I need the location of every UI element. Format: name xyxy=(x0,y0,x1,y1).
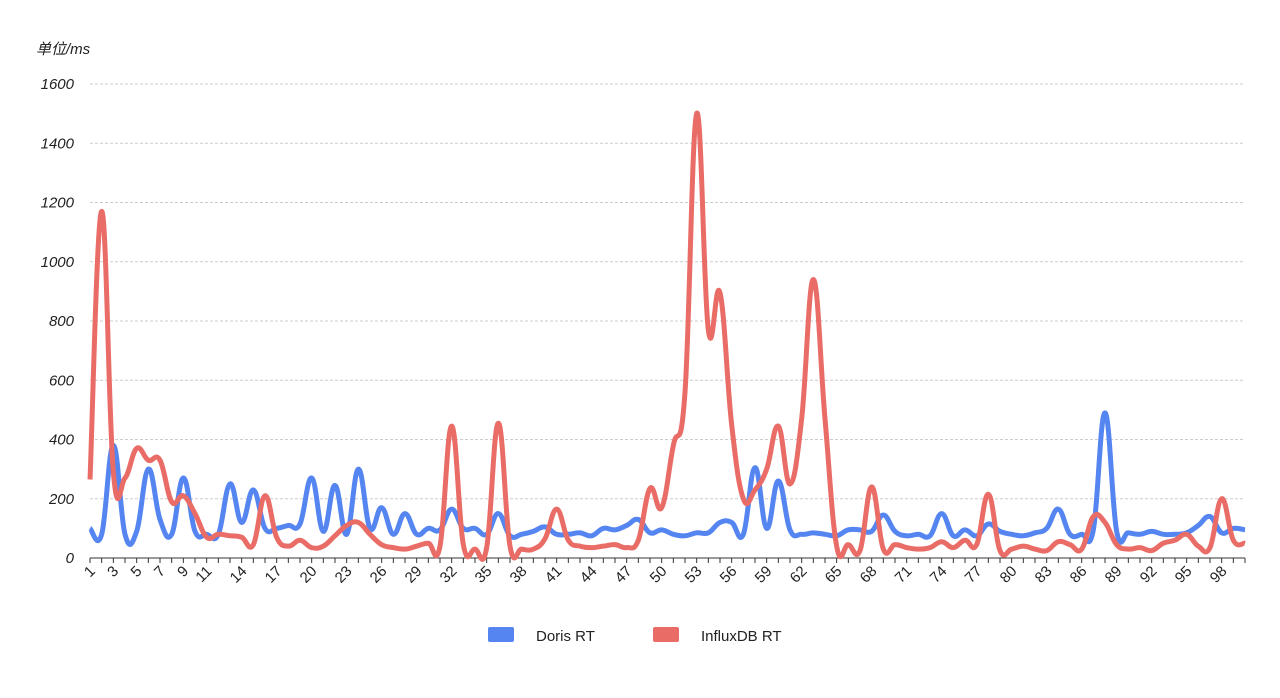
x-tick-label: 11 xyxy=(192,563,215,586)
series-line xyxy=(87,111,1246,562)
x-tick-label: 5 xyxy=(128,563,146,581)
y-tick-label: 400 xyxy=(49,432,75,449)
x-tick-label: 80 xyxy=(997,563,1021,587)
x-tick-label: 41 xyxy=(542,563,566,587)
legend-label: InfluxDB RT xyxy=(701,628,782,645)
x-tick-label: 95 xyxy=(1172,563,1196,587)
x-tick-label: 50 xyxy=(647,563,671,587)
x-tick-label: 7 xyxy=(151,563,169,581)
y-tick-label: 800 xyxy=(49,313,75,330)
x-tick-label: 9 xyxy=(174,563,192,581)
x-tick-label: 53 xyxy=(682,563,706,587)
x-tick-label: 74 xyxy=(927,563,951,587)
x-tick-label: 92 xyxy=(1137,563,1161,587)
x-tick-label: 89 xyxy=(1102,563,1126,587)
x-tick-label: 14 xyxy=(227,563,251,587)
x-tick-label: 17 xyxy=(262,563,286,587)
x-tick-label: 65 xyxy=(822,563,846,587)
x-tick-label: 29 xyxy=(402,563,426,587)
x-tick-label: 83 xyxy=(1032,563,1056,587)
x-tick-label: 38 xyxy=(507,563,531,587)
x-tick-label: 35 xyxy=(472,563,496,587)
y-tick-label: 0 xyxy=(66,550,75,567)
legend-label: Doris RT xyxy=(536,628,595,645)
x-tick-label: 32 xyxy=(437,563,461,587)
x-tick-label: 47 xyxy=(612,563,636,587)
x-tick-label: 23 xyxy=(332,563,356,587)
x-tick-label: 68 xyxy=(857,563,881,587)
legend-swatch xyxy=(488,627,514,642)
y-tick-label: 600 xyxy=(49,372,75,389)
x-tick-label: 26 xyxy=(367,563,391,587)
x-tick-label: 20 xyxy=(297,563,321,587)
y-tick-label: 1400 xyxy=(41,135,75,152)
x-tick-label: 56 xyxy=(717,563,741,587)
y-tick-label: 1000 xyxy=(41,254,75,271)
y-axis-label: 单位/ms xyxy=(36,41,91,58)
legend-swatch xyxy=(653,627,679,642)
x-tick-label: 62 xyxy=(787,563,811,587)
x-tick-label: 71 xyxy=(892,563,916,587)
y-tick-label: 1200 xyxy=(41,195,75,212)
series-line xyxy=(88,410,1246,547)
x-tick-label: 98 xyxy=(1207,563,1231,587)
y-tick-label: 200 xyxy=(48,491,75,508)
x-tick-label: 44 xyxy=(577,563,601,587)
x-tick-label: 77 xyxy=(962,563,986,587)
x-tick-label: 86 xyxy=(1067,563,1091,587)
y-tick-label: 1600 xyxy=(41,76,75,93)
x-tick-label: 59 xyxy=(752,563,776,587)
x-tick-label: 1 xyxy=(81,563,99,581)
x-tick-label: 3 xyxy=(104,563,122,581)
